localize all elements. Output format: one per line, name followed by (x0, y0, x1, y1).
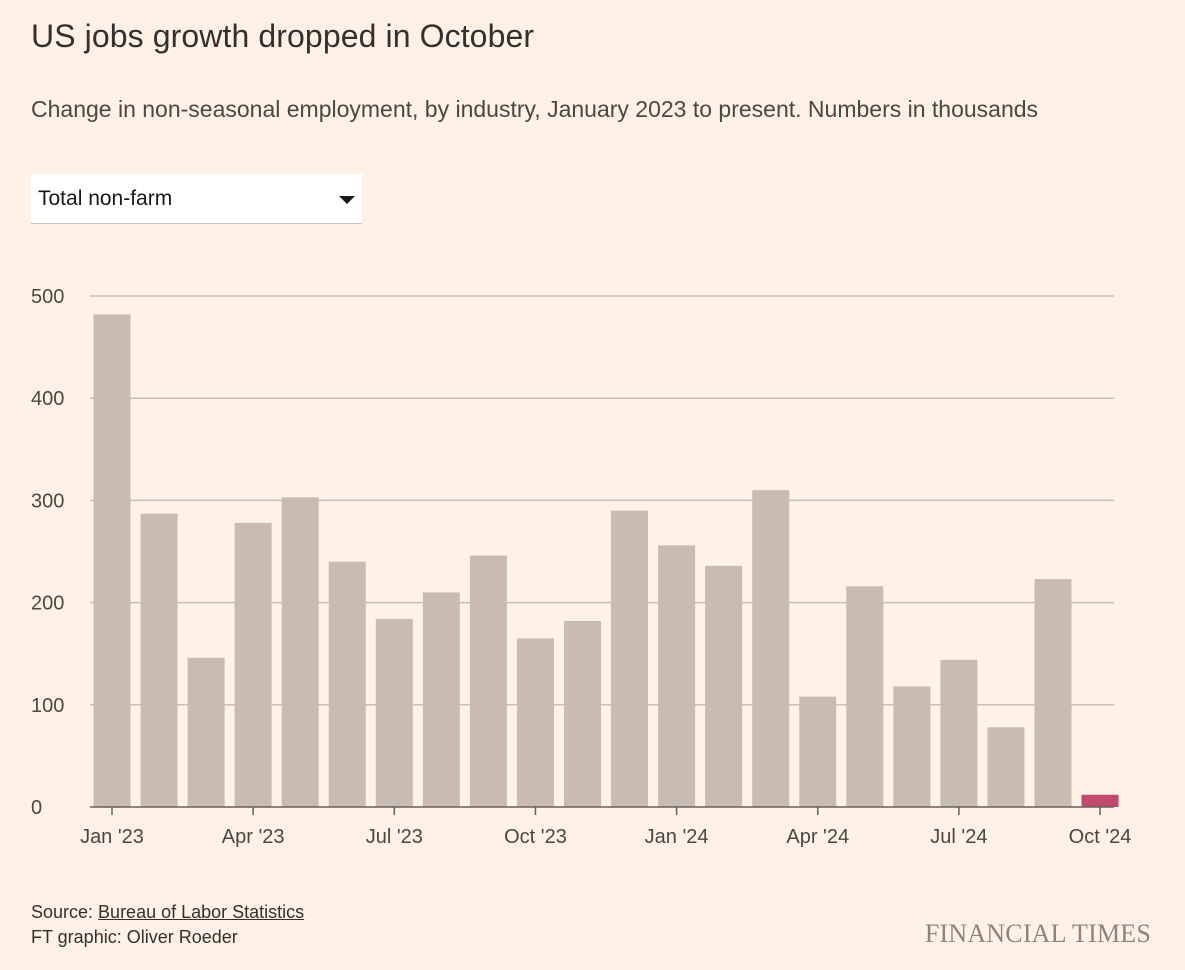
bar (328, 561, 366, 807)
x-tick-label: Jan '24 (645, 826, 709, 848)
x-tick-label: Oct '23 (504, 826, 567, 848)
industry-dropdown[interactable]: Total non-farm (31, 174, 362, 224)
bar (469, 555, 507, 807)
y-tick-label: 100 (31, 695, 64, 717)
bar (564, 620, 601, 807)
bar (1081, 794, 1119, 807)
y-tick-label: 400 (31, 388, 64, 410)
y-tick-label: 300 (31, 490, 64, 512)
x-axis-labels: Jan '23 Apr '23 Jul '23 Oct '23 Jan '24 Apr '… (80, 826, 1131, 848)
x-tick-label: Jul '24 (930, 826, 987, 848)
x-axis (90, 806, 1114, 815)
bar (611, 510, 649, 807)
source-prefix: Source: (31, 902, 99, 922)
bars (93, 314, 1119, 807)
bar (375, 618, 413, 807)
chart-title: US jobs growth dropped in October (31, 18, 535, 54)
bar-chart: 0 100 200 300 400 500 Jan '23 Apr '23 Jul '23 Oc… (31, 286, 1131, 848)
bar (987, 727, 1025, 807)
bar (93, 314, 131, 807)
bar (846, 586, 884, 807)
caret-down-icon[interactable] (339, 196, 355, 204)
bar (140, 513, 178, 807)
x-tick-label: Apr '23 (222, 826, 285, 848)
industry-dropdown-value: Total non-farm (38, 187, 173, 210)
bar (799, 696, 837, 807)
financial-times-logo: FINANCIAL TIMES (924, 919, 1151, 948)
y-tick-label: 500 (31, 286, 64, 308)
bar (234, 522, 272, 807)
bar (893, 686, 931, 807)
bar (658, 545, 696, 807)
x-tick-label: Oct '24 (1069, 826, 1132, 848)
bar (516, 638, 554, 807)
y-tick-label: 0 (31, 797, 42, 819)
bar (705, 565, 743, 807)
bar (752, 490, 790, 807)
x-tick-label: Jul '23 (366, 826, 423, 848)
chart-subtitle: Change in non-seasonal employment, by in… (31, 96, 1039, 122)
source-note: Source: Bureau of Labor Statistics (31, 902, 304, 923)
y-tick-label: 200 (31, 593, 64, 615)
x-tick-label: Jan '23 (80, 826, 144, 848)
graphic-credit: FT graphic: Oliver Roeder (31, 927, 238, 947)
bar (940, 659, 978, 807)
source-link[interactable]: Bureau of Labor Statistics (98, 902, 305, 922)
bar (281, 497, 319, 807)
bar (422, 592, 460, 807)
bar (1034, 579, 1072, 807)
y-axis-labels: 0 100 200 300 400 500 (31, 286, 64, 819)
x-tick-label: Apr '24 (786, 826, 849, 848)
bar (187, 657, 225, 807)
